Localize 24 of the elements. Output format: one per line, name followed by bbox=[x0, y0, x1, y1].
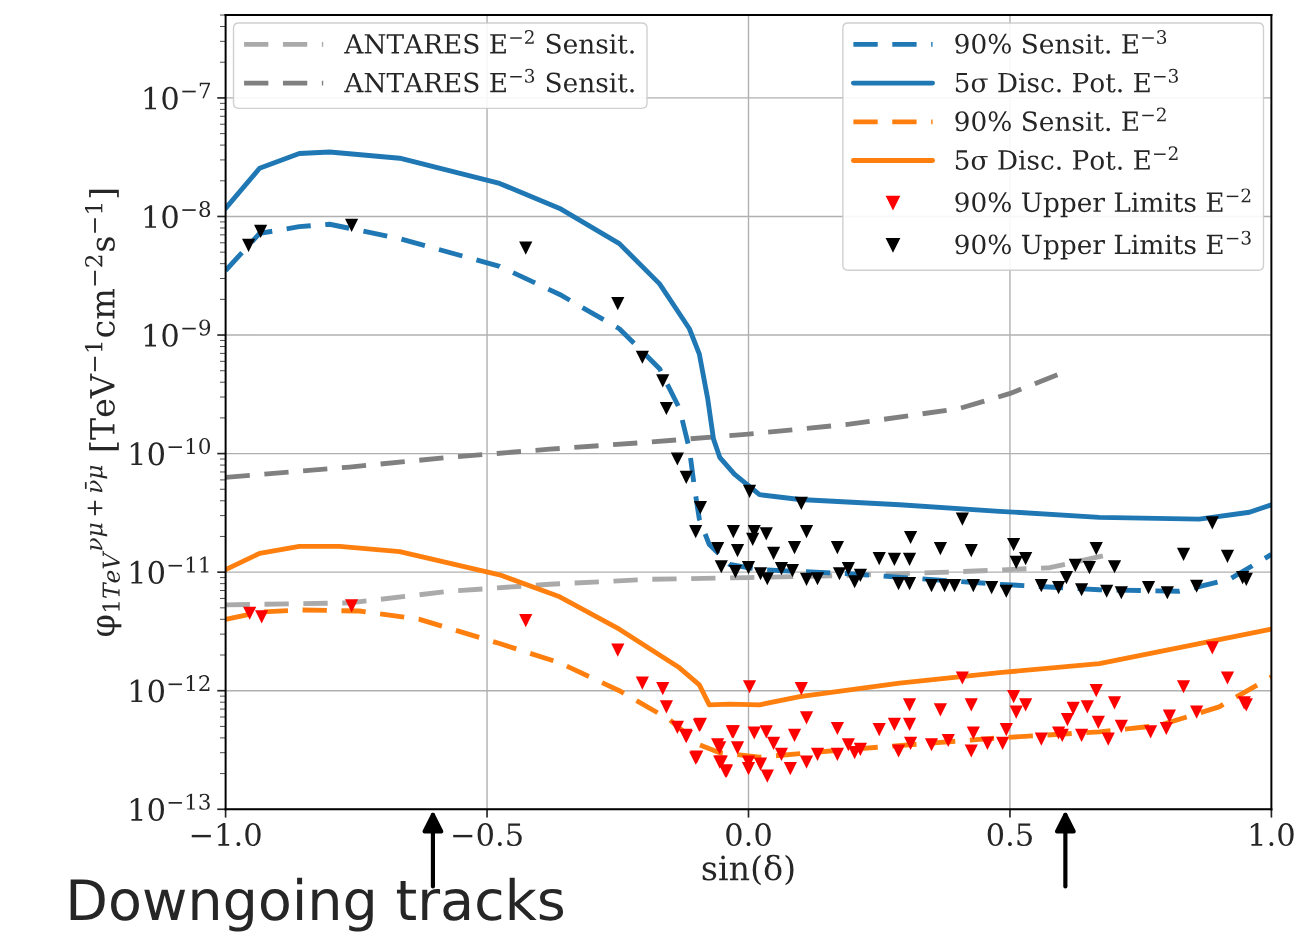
y-tick-label: 10$^{−10}$ bbox=[130, 438, 211, 466]
x-axis-title: sin(δ) bbox=[702, 854, 794, 886]
legend-label: 90% Upper Limits E$^{−2}$ bbox=[955, 188, 1251, 218]
legend-label: ANTARES E$^{−3}$ Sensit. bbox=[344, 68, 634, 93]
legend-label: 90% Upper Limits E$^{−3}$ bbox=[955, 230, 1251, 260]
line-series bbox=[225, 543, 1272, 708]
x-tick-label: −0.5 bbox=[453, 822, 522, 847]
legend-label: ANTARES E$^{−2}$ Sensit. bbox=[344, 30, 634, 54]
y-tick-label: 10$^{−11}$ bbox=[130, 556, 209, 584]
x-tick-label: 1.0 bbox=[1250, 822, 1294, 847]
y-tick-label: 10$^{−8}$ bbox=[144, 200, 211, 229]
legend-label: 5σ Disc. Pot. E$^{−3}$ bbox=[955, 68, 1178, 93]
legend-label: 5σ Disc. Pot. E$^{−2}$ bbox=[955, 146, 1178, 170]
x-tick-label: 0.0 bbox=[726, 822, 771, 847]
text: Downgoing tracks bbox=[70, 877, 564, 932]
legend-label: 90% Sensit. E$^{−2}$ bbox=[955, 107, 1166, 132]
y-tick-label: 10$^{−12}$ bbox=[130, 675, 210, 703]
y-tick-label: 10$^{−13}$ bbox=[130, 793, 210, 822]
legend-label: 90% Sensit. E$^{−3}$ bbox=[955, 30, 1167, 54]
y-tick-label: 10$^{−9}$ bbox=[144, 319, 211, 347]
text: φ$_{1TeV}$$^{νμ+ν̄μ}$ [TeV$^{−1}$cm$^{−2}$s$^{−1}$] bbox=[84, 189, 122, 637]
x-tick-label: −1.0 bbox=[191, 822, 261, 847]
x-tick-label: 0.5 bbox=[987, 822, 1032, 847]
y-tick-label: 10$^{−7}$ bbox=[144, 82, 211, 110]
